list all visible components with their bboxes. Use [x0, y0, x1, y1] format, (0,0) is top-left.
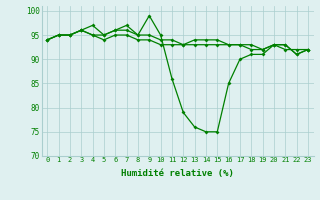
X-axis label: Humidité relative (%): Humidité relative (%): [121, 169, 234, 178]
